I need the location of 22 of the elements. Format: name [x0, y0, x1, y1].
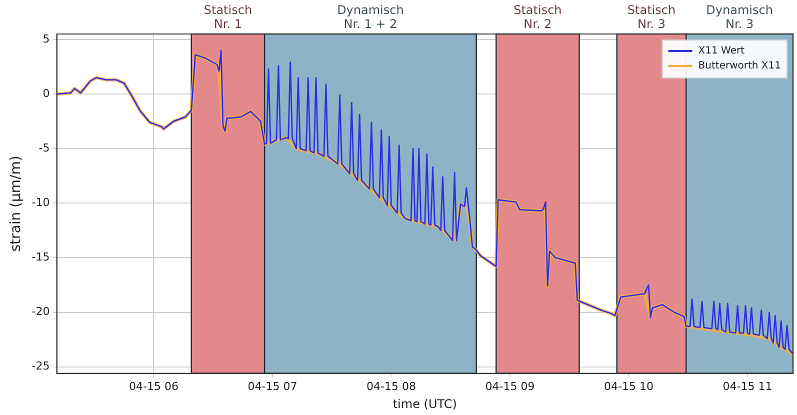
- y-tick-label: -25: [32, 360, 50, 373]
- band-label: Dynamisch Nr. 3: [706, 3, 773, 32]
- x-tick-label: 04-15 07: [248, 380, 298, 393]
- x-axis-title: time (UTC): [392, 396, 457, 411]
- band-label: Statisch Nr. 2: [514, 3, 562, 32]
- y-tick-label: 0: [42, 86, 50, 100]
- x-tick-label: 04-15 09: [485, 380, 535, 393]
- x-tick-label: 04-15 10: [604, 380, 654, 393]
- x-tick-label: 04-15 11: [722, 380, 772, 393]
- band-label: Statisch Nr. 3: [627, 3, 676, 32]
- y-tick-label: -10: [32, 196, 50, 210]
- band-label: Dynamisch Nr. 1 + 2: [337, 3, 404, 32]
- y-tick-label: -5: [38, 141, 50, 154]
- x-tick-label: 04-15 06: [129, 380, 178, 393]
- y-tick-label: -15: [32, 250, 50, 264]
- legend-label: Butterworth X11: [698, 60, 782, 72]
- y-tick-label: 5: [42, 32, 50, 46]
- y-axis-title: strain (µm/m): [8, 156, 24, 252]
- legend-label: X11 Wert: [698, 46, 745, 57]
- x-tick-label: 04-15 08: [366, 380, 416, 393]
- band-label: Statisch Nr. 1: [204, 3, 252, 32]
- y-tick-label: -20: [32, 305, 50, 318]
